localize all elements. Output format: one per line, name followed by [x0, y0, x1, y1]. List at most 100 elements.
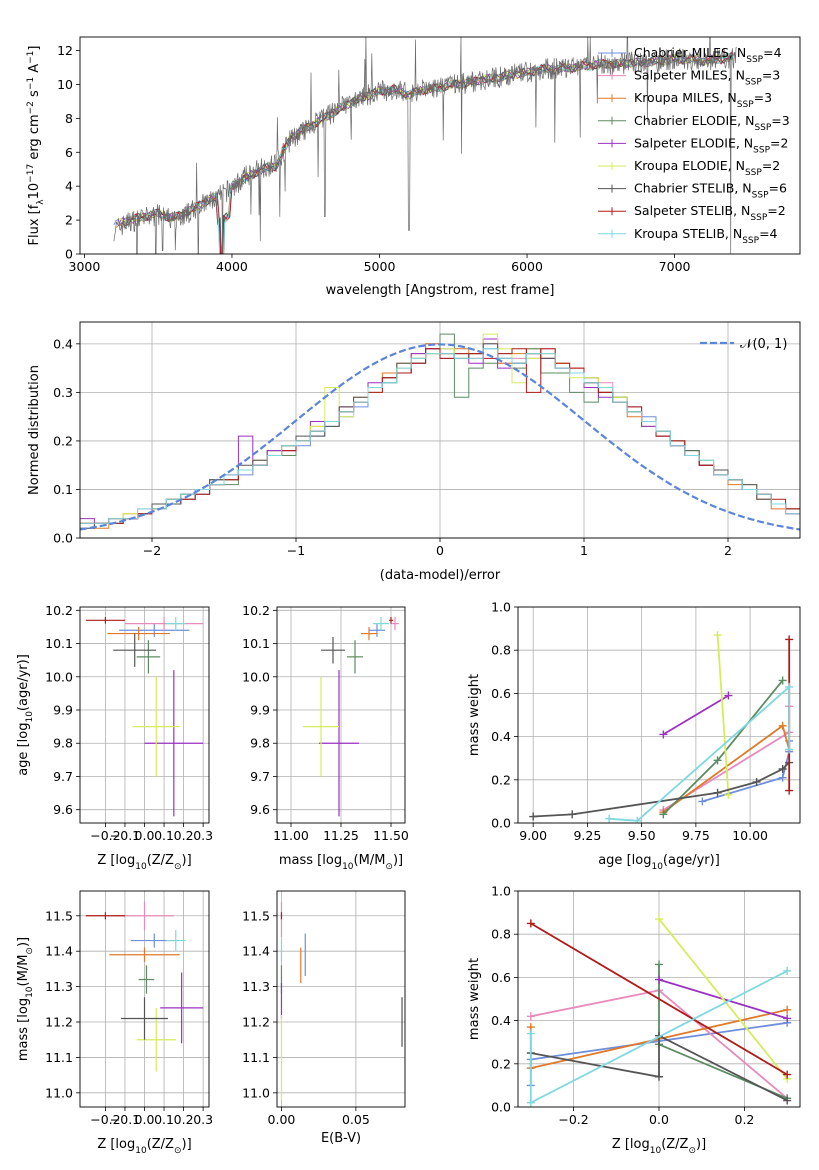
weight-point-marker	[655, 960, 663, 969]
y-axis-label: age [log10(age/yr)]	[16, 654, 35, 776]
legend-label: Chabrier STELIB, NSSP=6	[634, 181, 787, 201]
errorbar-point	[369, 623, 385, 637]
y-tick-label: 11.3	[45, 979, 73, 994]
label-part: ⊙	[25, 947, 35, 955]
errorbar-point	[132, 676, 180, 777]
y-tick-label: 0.8	[491, 643, 511, 658]
errorbar-point	[319, 670, 359, 817]
label-part: 10	[25, 711, 35, 723]
y-axis-label: mass weight	[467, 958, 482, 1040]
label-part: )]	[182, 1137, 192, 1152]
y-axis-label: mass weight	[467, 674, 482, 756]
errorbar-point	[303, 676, 339, 777]
label-part: Salpeter ELODIE, N	[634, 135, 753, 150]
axes-frame	[517, 606, 801, 824]
label-part: Kroupa STELIB, N	[634, 226, 742, 241]
y-tick-label: 11.2	[242, 1015, 270, 1030]
y-tick-label: 1.0	[491, 884, 511, 899]
spectrum-lines	[113, 37, 737, 254]
y-tick-label: 9.7	[53, 769, 73, 784]
label-part: =2	[770, 135, 788, 150]
weight-point-marker	[605, 814, 614, 823]
legend-label: Kroupa ELODIE, NSSP=2	[634, 158, 780, 178]
errorbar-point	[109, 947, 180, 962]
errorbar-point	[373, 616, 389, 631]
weight-point-marker	[659, 810, 668, 819]
observed-spectrum-line	[113, 37, 737, 254]
y-tick-label: 11.5	[45, 908, 73, 923]
y-tick-label: 9.9	[53, 703, 73, 718]
x-tick-label: 9.25	[573, 828, 601, 843]
label-part: (Z/Z	[147, 853, 174, 868]
errorbar-point	[166, 616, 186, 631]
weight-series-line	[530, 922, 788, 1076]
errorbar-point	[361, 626, 377, 641]
label-part: mass [log	[279, 853, 342, 868]
y-tick-label: 0.0	[491, 816, 511, 831]
weight-point-marker	[655, 975, 663, 984]
label-part: (Z/Z	[661, 1137, 688, 1152]
errorbar-point	[124, 616, 204, 631]
label-part: )]	[182, 853, 192, 868]
y-tick-label: 11.0	[242, 1085, 270, 1100]
x-tick-label: 0.2	[174, 1112, 194, 1127]
label-part: ⊙	[688, 1146, 696, 1156]
y-tick-label: 11.5	[242, 908, 270, 923]
errorbar-point	[321, 636, 345, 664]
y-tick-label: 9.9	[250, 703, 270, 718]
label-part: −1	[26, 77, 36, 90]
weight-vs-age-panel: 9.00 9.25 9.50 9.75 10.00 0.0 0.2 0.4 0.6 0.8 1.0 a…	[467, 600, 801, 872]
y-tick-label: 0.2	[491, 772, 511, 787]
x-tick-label: 11.00	[273, 828, 309, 843]
x-tick-label: 10.00	[732, 828, 768, 843]
weight-point-marker	[783, 1096, 792, 1105]
y-tick-label: 10.1	[242, 636, 270, 651]
weight-series-line	[716, 635, 730, 795]
label-part: (Z/Z	[147, 1137, 174, 1152]
weight-point-marker	[785, 745, 794, 754]
label-part: 10	[135, 1146, 147, 1156]
y-tick-label: 0.1	[53, 482, 73, 497]
legend-label: Salpeter ELODIE, NSSP=2	[634, 135, 788, 155]
x-axis-label: Z [log10(Z/Z⊙)]	[97, 853, 191, 872]
weight-point-marker	[526, 1012, 535, 1021]
x-axis-label: wavelength [Angstrom, rest frame]	[326, 283, 555, 298]
label-part: −2	[26, 101, 36, 114]
errorbar-point	[121, 997, 168, 1040]
y-tick-label: 0.0	[53, 531, 73, 546]
label-part: s	[27, 90, 42, 101]
x-tick-label: 0.2	[735, 1112, 755, 1127]
weight-series-line	[609, 684, 791, 822]
weight-series-line	[530, 1034, 788, 1102]
x-tick-label: 0.3	[193, 828, 213, 843]
axes-frame	[79, 606, 210, 824]
axes-frame	[79, 321, 801, 539]
errorbar-point	[85, 616, 125, 624]
weight-lines	[529, 631, 794, 823]
label-part: 10	[650, 1146, 662, 1156]
label-part: SSP	[754, 123, 771, 133]
y-axis-label: Flux [fλ10−17 erg cm−2 s−1 A−1]	[26, 46, 46, 246]
x-tick-label: 11.25	[323, 828, 359, 843]
label-part: (age/yr)]	[663, 853, 720, 868]
weight-point-marker	[568, 810, 577, 819]
x-tick-label: 0.1	[154, 828, 174, 843]
errorbar-point	[136, 1007, 176, 1072]
y-tick-label: 11.3	[242, 979, 270, 994]
weight-point-marker	[633, 816, 642, 823]
age-vs-metallicity-panel: −0.2−0.10.0 0.1 0.2 0.3 9.6 9.7 9.8 9.9 10.0 10.1…	[16, 603, 213, 872]
weight-point-marker	[783, 1014, 792, 1023]
label-part: Z [log	[97, 1137, 135, 1152]
errorbar-point	[113, 633, 157, 667]
y-tick-label: 10.1	[45, 636, 73, 651]
mass-vs-ebv-panel: 0.00 0.05 11.0 11.1 11.2 11.3 11.4 11.5 E(B-V)	[242, 890, 406, 1146]
y-tick-label: 0.2	[491, 1056, 511, 1071]
gaussian-curve	[80, 343, 800, 531]
x-tick-label: 11.50	[373, 828, 409, 843]
legend-gaussian-label: 𝒩(0, 1)	[740, 337, 787, 352]
x-axis-label: mass [log10(M/M⊙)]	[279, 853, 403, 872]
label-part: =2	[762, 158, 780, 173]
weight-point-marker	[778, 721, 787, 730]
